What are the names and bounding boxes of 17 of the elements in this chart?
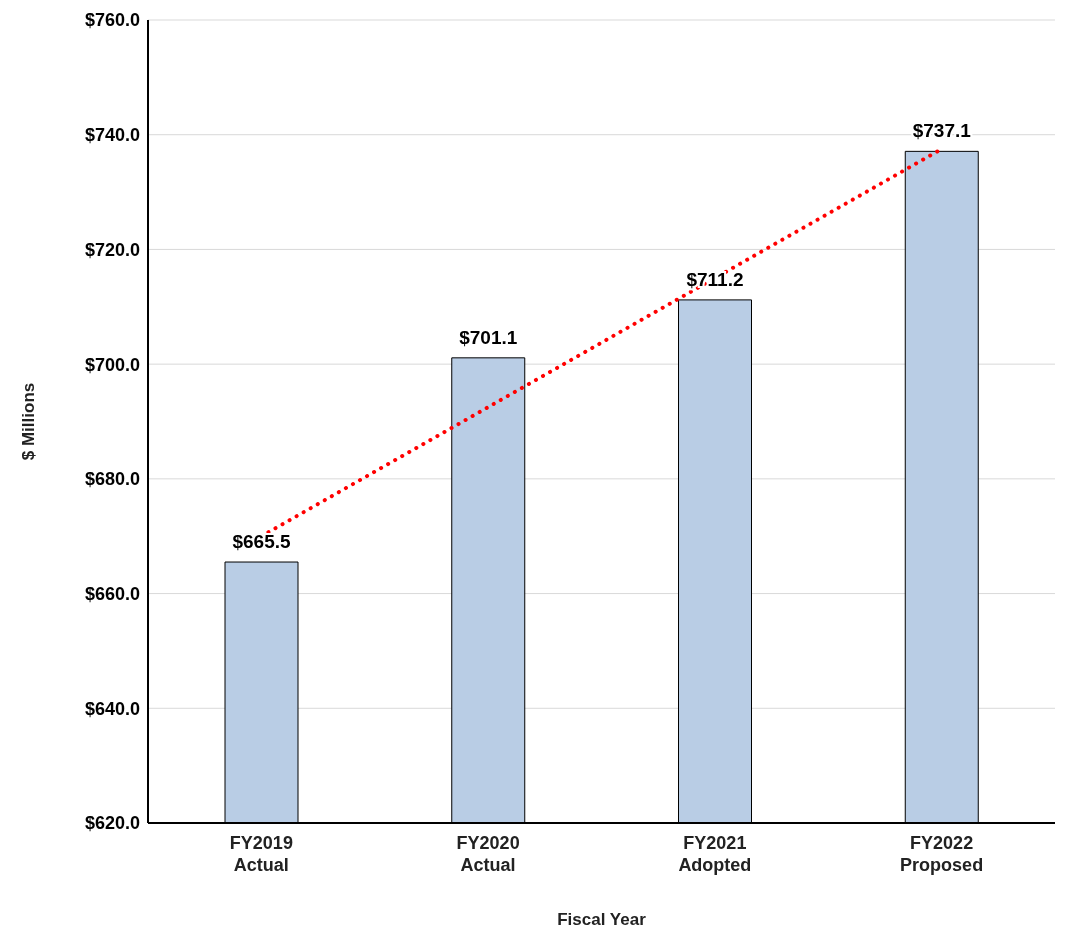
data-label: $737.1 (912, 120, 972, 142)
y-tick-label: $640.0 (84, 698, 140, 719)
x-tick-label: FY2021 Adopted (678, 833, 752, 875)
data-label: $701.1 (459, 326, 518, 348)
y-tick-label: $680.0 (84, 469, 140, 490)
y-tick-label: $720.0 (84, 239, 140, 260)
x-tick-label: FY2019 Actual (229, 833, 293, 875)
x-tick-label: FY2022 Proposed (900, 833, 984, 875)
y-tick-label: $740.0 (84, 125, 140, 146)
y-tick-label: $620.0 (84, 813, 140, 834)
data-label: $665.5 (232, 531, 291, 553)
y-tick-label: $760.0 (84, 10, 140, 31)
y-axis-title: $ Millions (19, 382, 39, 461)
y-tick-label: $660.0 (84, 583, 140, 604)
x-tick-label: FY2020 Actual (456, 833, 520, 875)
x-axis-title: Fiscal Year (557, 910, 647, 929)
y-tick-label: $700.0 (84, 354, 140, 375)
